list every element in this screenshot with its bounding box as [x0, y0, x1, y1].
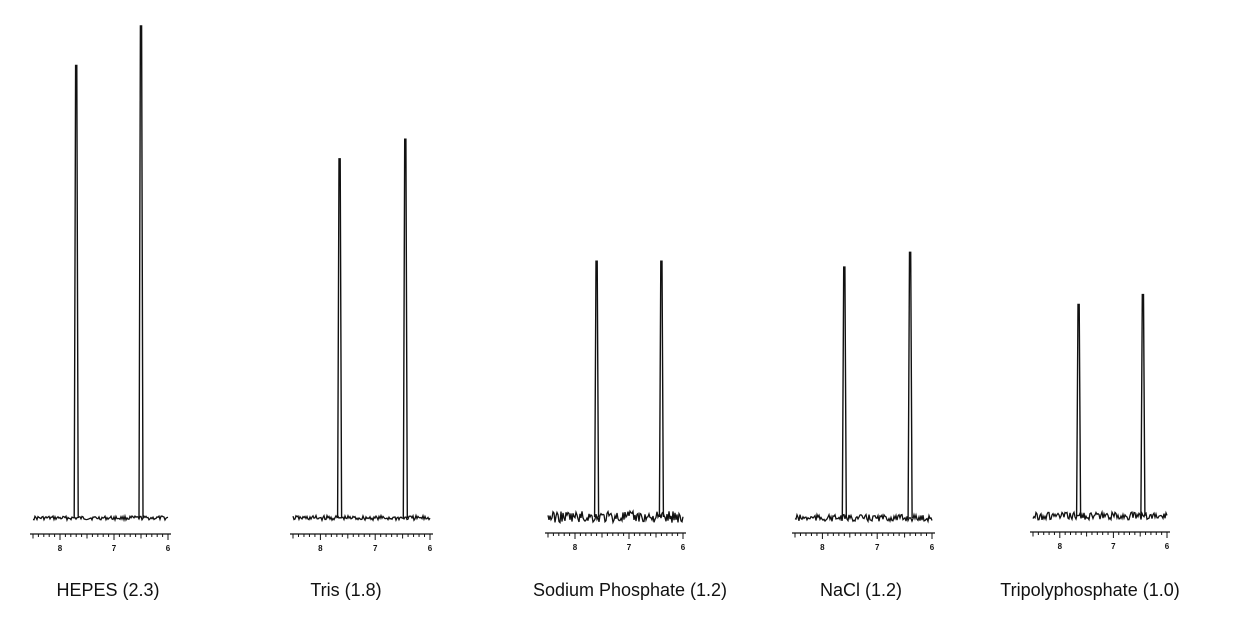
spectrum-caption: NaCl (1.2) — [820, 580, 902, 600]
peak-2 — [402, 138, 408, 519]
tick-label: 8 — [573, 543, 578, 552]
tick-label: 6 — [428, 544, 433, 553]
spectrum-caption: HEPES (2.3) — [56, 580, 159, 600]
peak-1 — [1075, 303, 1082, 517]
peak-2 — [658, 260, 665, 518]
tick-label: 8 — [318, 544, 323, 553]
spectrum-panel-4: 8 7 6 NaCl (1.2) — [792, 251, 935, 600]
tick-label: 6 — [681, 543, 686, 552]
peak-2 — [138, 25, 144, 519]
spectrum-panel-2: 8 7 6 Tris (1.8) — [290, 138, 433, 600]
peak-2 — [907, 251, 913, 519]
peak-1 — [73, 64, 79, 519]
tick-label: 8 — [820, 543, 825, 552]
baseline-trace — [32, 513, 169, 523]
spectrum-panel-1: 8 7 6 HEPES (2.3) — [30, 25, 171, 600]
spectrum-caption: Sodium Phosphate (1.2) — [533, 580, 727, 600]
spectrum-panel-3: 8 7 6 Sodium Phosphate (1.2) — [533, 260, 727, 600]
tick-label: 7 — [373, 544, 378, 553]
peak-1 — [841, 266, 847, 519]
tick-label: 7 — [875, 543, 880, 552]
baseline-trace — [292, 513, 431, 523]
tick-label: 6 — [166, 544, 171, 553]
tick-label: 7 — [627, 543, 632, 552]
baseline-trace — [547, 509, 684, 525]
peak-1 — [336, 158, 343, 519]
spectrum-caption: Tripolyphosphate (1.0) — [1000, 580, 1179, 600]
baseline-trace — [794, 512, 933, 524]
tick-label: 6 — [1165, 542, 1170, 551]
spectrum-panel-5: 8 7 6 Tripolyphosphate (1.0) — [1000, 293, 1180, 600]
tick-label: 8 — [58, 544, 63, 553]
peak-2 — [1140, 293, 1146, 517]
tick-label: 7 — [112, 544, 117, 553]
tick-label: 7 — [1111, 542, 1116, 551]
tick-label: 8 — [1058, 542, 1063, 551]
peak-1 — [593, 260, 600, 518]
baseline-trace — [1032, 509, 1168, 522]
tick-label: 6 — [930, 543, 935, 552]
spectrum-caption: Tris (1.8) — [310, 580, 381, 600]
